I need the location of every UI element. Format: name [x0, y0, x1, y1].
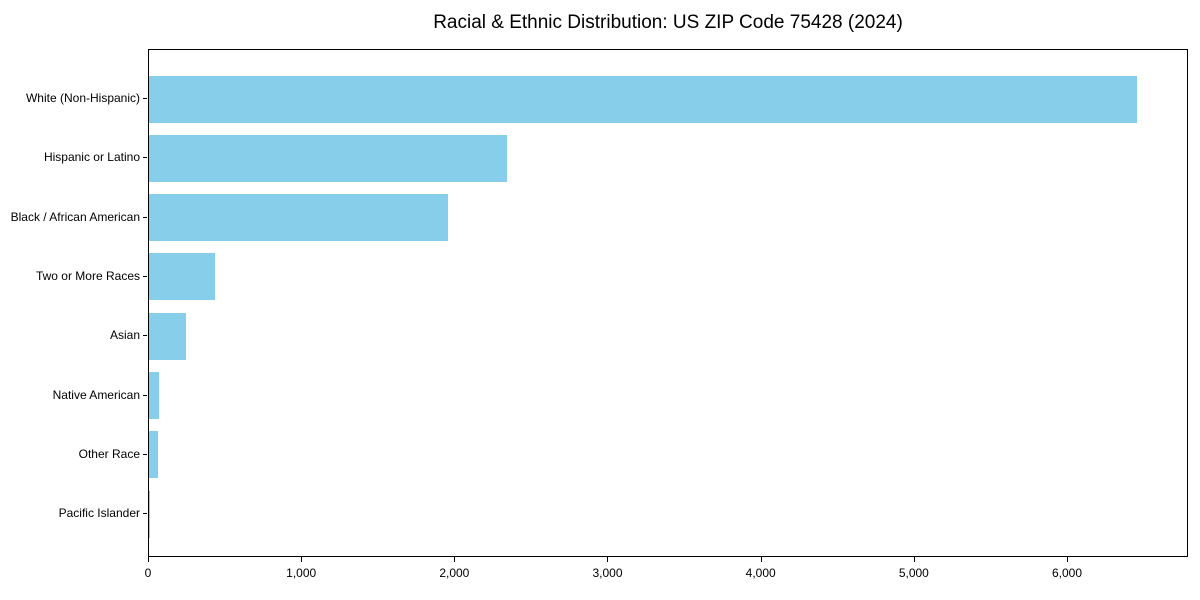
x-tick-label: 6,000 [1051, 566, 1082, 580]
y-tick [143, 216, 147, 218]
y-tick-label: Native American [52, 387, 140, 402]
bar-hispanic-or-latino [149, 134, 508, 182]
x-tick [913, 557, 915, 562]
y-tick [143, 157, 147, 159]
y-tick-label: Pacific Islander [58, 506, 140, 521]
y-tick [143, 513, 147, 515]
x-tick-label: 0 [144, 566, 152, 580]
x-tick-label: 5,000 [898, 566, 929, 580]
y-tick [143, 275, 147, 277]
x-tick [760, 557, 762, 562]
y-tick-label: Asian [109, 328, 140, 343]
y-tick-label: Other Race [78, 446, 140, 461]
plot-area [148, 49, 1188, 557]
y-tick [143, 453, 147, 455]
bar-asian [149, 312, 186, 360]
x-tick-label: 1,000 [286, 566, 317, 580]
y-tick [143, 394, 147, 396]
x-tick [148, 557, 149, 562]
y-tick [143, 335, 147, 337]
x-tick [301, 557, 303, 562]
y-tick-label: Black / African American [10, 209, 140, 224]
x-tick [607, 557, 609, 562]
bar-other-race [149, 431, 158, 479]
x-tick [454, 557, 456, 562]
bar-native-american [149, 372, 159, 419]
y-tick-label: Hispanic or Latino [43, 150, 140, 165]
y-tick-label: Two or More Races [35, 268, 140, 283]
x-tick-label: 2,000 [439, 566, 470, 580]
bar-two-or-more-races [149, 253, 215, 301]
chart-title: Racial & Ethnic Distribution: US ZIP Cod… [433, 12, 903, 33]
bar-black-african-american [149, 194, 448, 242]
x-tick-label: 4,000 [745, 566, 776, 580]
x-tick [1066, 557, 1068, 562]
x-tick-label: 3,000 [592, 566, 623, 580]
bar-white-non-hispanic [149, 75, 1137, 123]
y-tick-label: White (Non-Hispanic) [25, 91, 140, 105]
y-tick [143, 98, 147, 99]
